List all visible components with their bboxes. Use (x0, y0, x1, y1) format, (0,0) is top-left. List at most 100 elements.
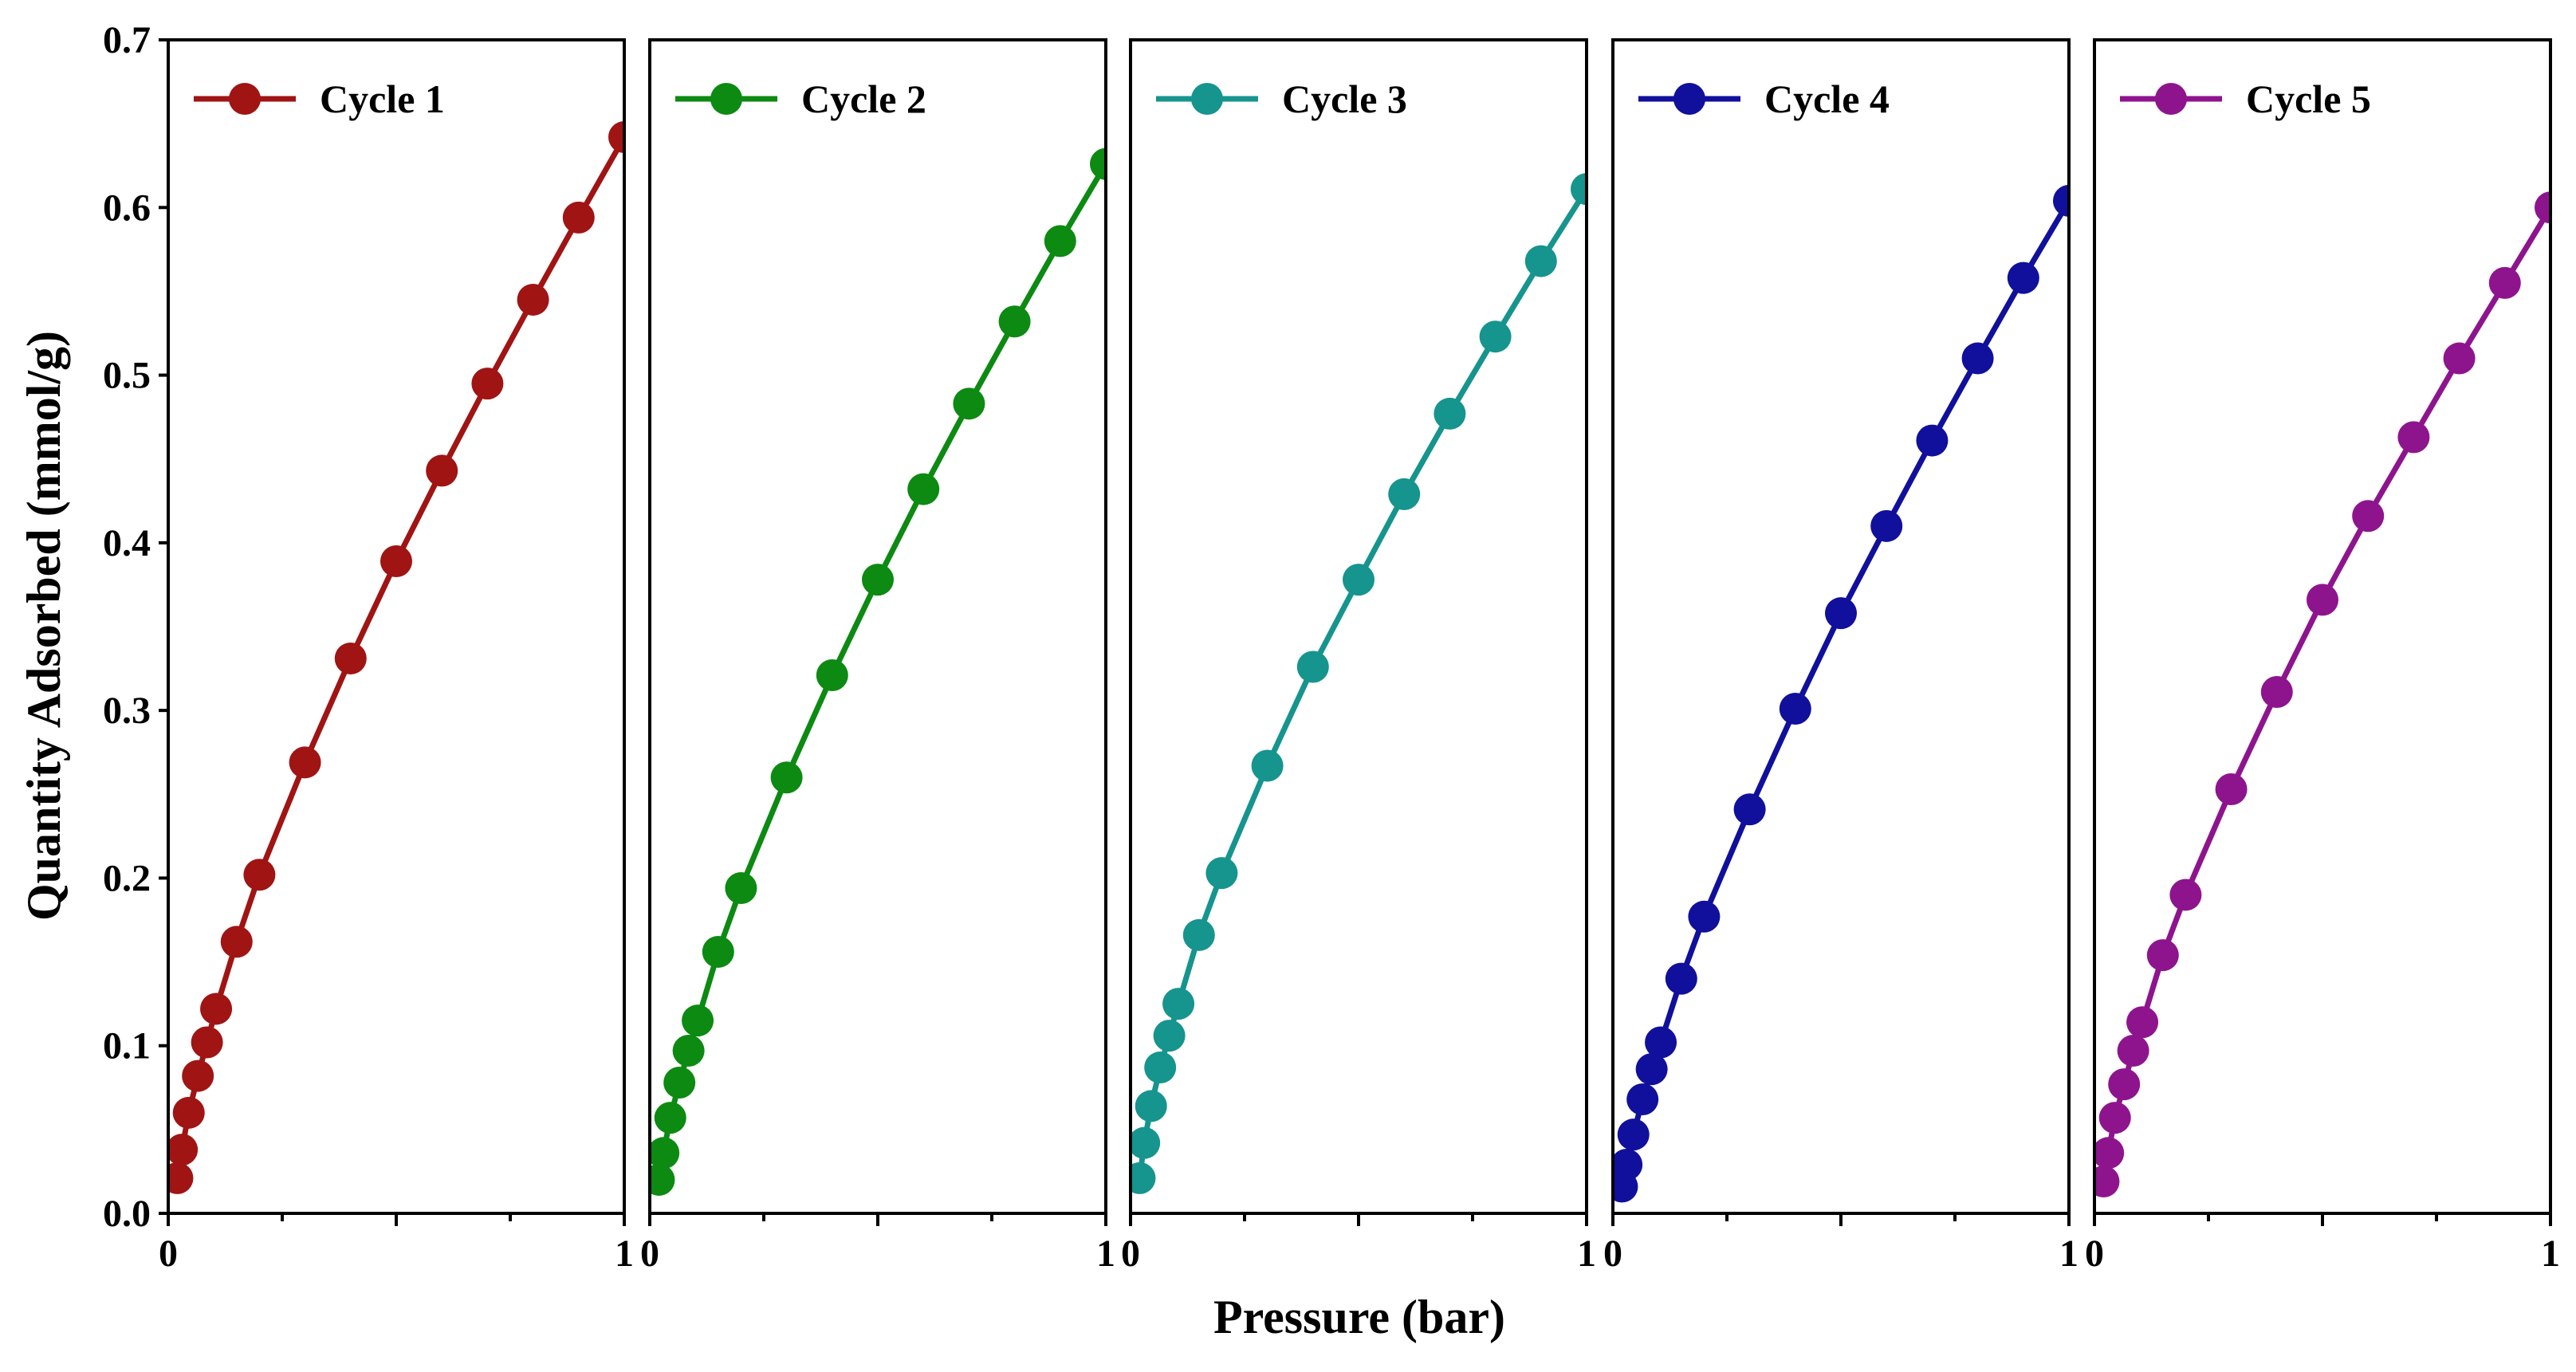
data-point (243, 859, 276, 891)
data-point (2169, 879, 2202, 911)
panel-frame (2093, 38, 2552, 1215)
data-point (200, 993, 233, 1025)
legend-marker (2155, 83, 2187, 115)
series-line (174, 136, 624, 1179)
data-point (650, 1163, 675, 1196)
data-point (1131, 1126, 1161, 1159)
x-axis-title: Pressure (bar) (1213, 1291, 1505, 1343)
legend-cycle-2: Cycle 2 (675, 77, 926, 121)
y-tick-label: 0.3 (103, 690, 151, 732)
data-point (1044, 225, 1076, 257)
legend-marker (1673, 83, 1705, 115)
x-tick-label: 0 (1121, 1232, 1140, 1275)
data-point (1251, 749, 1284, 782)
data-point (1626, 1083, 1659, 1116)
y-tick-label: 0.0 (103, 1193, 151, 1235)
legend-marker (1191, 83, 1223, 115)
x-tick-label: 1 (2541, 1232, 2560, 1275)
panel-frame (167, 38, 626, 1215)
data-point (2535, 191, 2550, 224)
data-point (770, 761, 803, 794)
x-tick-label: 1 (2059, 1232, 2078, 1275)
panel-cycle-4: Cycle 4 (1611, 38, 2071, 1215)
data-point (2053, 184, 2069, 217)
data-point (1733, 793, 1766, 826)
data-point (220, 926, 253, 958)
data-point (663, 1066, 696, 1099)
legend-label: Cycle 2 (801, 77, 926, 121)
data-point (682, 1004, 714, 1037)
panel-cycle-5: Cycle 5 (2093, 38, 2552, 1215)
data-point (2352, 500, 2385, 533)
data-point (998, 305, 1031, 338)
data-point (2397, 421, 2430, 454)
y-axis-title: Quantity Adsorbed (mmol/g) (18, 331, 70, 921)
legend-marker (229, 83, 261, 115)
data-point (650, 1137, 680, 1170)
data-point (702, 935, 734, 968)
data-point (2146, 939, 2179, 972)
chart-panels: Cycle 1 Cycle 2 Cycle 3 Cycle 4 Cycle 5 (167, 38, 2552, 1215)
data-point (1635, 1053, 1668, 1086)
panel-cycle-3: Cycle 3 (1129, 38, 1588, 1215)
data-point (2007, 261, 2039, 294)
x-tick-label: 1 (1096, 1232, 1115, 1275)
series-2 (650, 147, 1106, 1196)
y-tick-label: 0.1 (103, 1025, 151, 1067)
data-point (172, 1096, 205, 1129)
legend-marker (710, 83, 742, 115)
series-line (2100, 206, 2550, 1182)
x-tick-label: 0 (640, 1232, 659, 1275)
data-point (608, 120, 624, 153)
data-point (1617, 1118, 1650, 1151)
data-point (1916, 424, 1949, 457)
data-point (1388, 478, 1421, 510)
panel-frame (648, 38, 1107, 1215)
data-point (1131, 1162, 1156, 1194)
data-point (1665, 962, 1697, 995)
data-point (1296, 651, 1329, 683)
data-point (182, 1059, 214, 1092)
data-point (1961, 342, 1994, 375)
legend-cycle-5: Cycle 5 (2120, 77, 2371, 121)
data-point (862, 564, 894, 596)
panel-cycle-2: Cycle 2 (648, 38, 1107, 1215)
data-point (2108, 1068, 2141, 1101)
data-point (2094, 1137, 2125, 1170)
data-point (191, 1026, 223, 1059)
data-point (289, 746, 321, 779)
legend-cycle-4: Cycle 4 (1638, 77, 1890, 121)
data-point (672, 1035, 705, 1067)
panel-frame (1129, 38, 1588, 1215)
data-point (426, 454, 458, 487)
x-tick-label: 1 (615, 1232, 634, 1275)
data-point (1571, 173, 1587, 206)
data-point (654, 1102, 686, 1134)
panel-cycle-1: Cycle 1 (167, 38, 626, 1215)
series-line (1618, 199, 2069, 1188)
legend-label: Cycle 1 (320, 77, 445, 121)
data-point (168, 1162, 194, 1194)
data-point (380, 544, 412, 577)
series-3 (1131, 173, 1587, 1194)
data-point (1613, 1149, 1643, 1181)
data-point (334, 642, 367, 674)
data-point (1205, 857, 1238, 890)
legend-label: Cycle 5 (2246, 77, 2371, 121)
data-point (471, 368, 504, 400)
data-point (1135, 1090, 1167, 1122)
data-point (1434, 397, 1466, 430)
data-point (1779, 693, 1811, 725)
data-point (1825, 597, 1857, 630)
y-tick-label: 0.2 (103, 857, 151, 899)
series-4 (1613, 184, 2069, 1203)
data-point (1524, 245, 1557, 277)
data-point (2094, 1166, 2120, 1198)
y-tick-label: 0.7 (103, 19, 151, 61)
data-point (1645, 1026, 1677, 1059)
legend-label: Cycle 3 (1282, 77, 1407, 121)
data-point (2488, 266, 2521, 299)
data-point (1870, 509, 1903, 542)
